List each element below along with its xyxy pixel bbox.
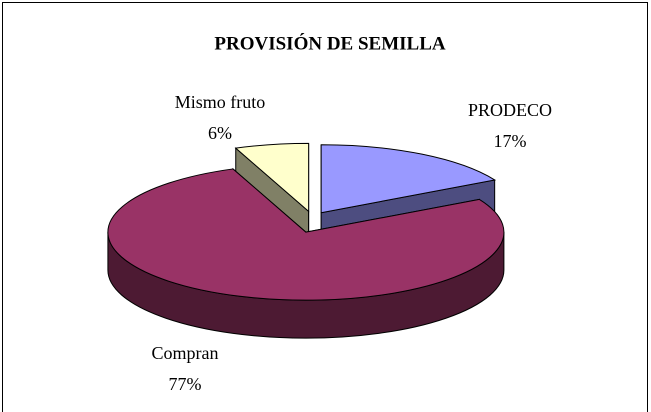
- slice-value-label: 17%: [494, 131, 527, 151]
- slice: [320, 144, 497, 214]
- slice-label: Mismo fruto: [175, 92, 266, 112]
- slice-label: Compran: [152, 343, 219, 363]
- slice: [107, 168, 505, 301]
- chart-title: PROVISIÓN DE SEMILLA: [214, 32, 445, 54]
- slice-value-label: 6%: [208, 123, 232, 143]
- slice-label: PRODECO: [468, 100, 552, 120]
- slice: [234, 142, 310, 213]
- slice-value-label: 77%: [169, 374, 202, 394]
